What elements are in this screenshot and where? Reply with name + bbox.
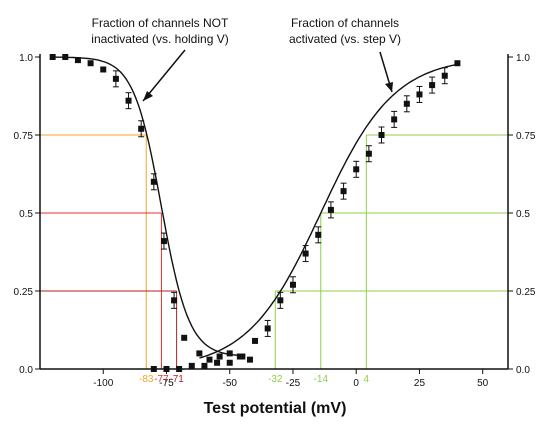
activation-point-7 <box>239 353 246 360</box>
activation-point-9 <box>264 325 271 332</box>
left-y-tick-label-2: 0.5 <box>19 209 33 220</box>
activation-annotation-line1: Fraction of channels <box>291 16 399 30</box>
ref-x-label-1: -77 <box>154 374 169 385</box>
inactivation-fit-curve <box>52 56 245 357</box>
activation-point-14 <box>327 206 334 213</box>
x-tick-label-6: 50 <box>477 378 489 389</box>
x-axis-label: Test potential (mV) <box>204 400 347 417</box>
inactivation-annotation-line1: Fraction of channels NOT <box>92 16 229 30</box>
inactivation-arrowhead <box>143 91 153 101</box>
inactivation-point-4 <box>100 66 107 73</box>
x-tick-label-3: -25 <box>286 378 301 389</box>
inactivation-point-2 <box>74 57 81 64</box>
inactivation-point-13 <box>206 356 213 363</box>
inactivation-point-10 <box>171 297 178 304</box>
right-y-tick-label-2: 0.5 <box>516 209 530 220</box>
activation-point-6 <box>226 359 233 366</box>
inactivation-point-17 <box>246 356 253 363</box>
inactivation-point-1 <box>62 54 69 60</box>
left-y-tick-label-0: 0.0 <box>19 365 33 376</box>
inactivation-point-7 <box>138 125 145 132</box>
activation-point-21 <box>416 91 423 98</box>
x-tick-label-0: -100 <box>93 378 113 389</box>
inactivation-point-6 <box>125 97 132 104</box>
inactivation-point-0 <box>49 54 56 60</box>
activation-point-10 <box>277 297 284 304</box>
activation-point-8 <box>252 337 259 344</box>
ref-x-label-3: -32 <box>268 374 283 385</box>
activation-point-22 <box>429 82 436 89</box>
ref-x-label-2: -71 <box>169 374 184 385</box>
inactivation-point-14 <box>216 353 223 360</box>
inactivation-point-3 <box>87 60 94 67</box>
x-tick-label-5: 25 <box>414 378 426 389</box>
inactivation-point-9 <box>160 238 167 245</box>
left-y-tick-label-4: 1.0 <box>19 53 33 64</box>
inactivation-annotation-line2: inactivated (vs. holding V) <box>91 32 228 46</box>
activation-fit-curve <box>199 63 458 359</box>
ref-x-label-5: 4 <box>364 374 370 385</box>
ref-x-label-0: -83 <box>139 374 154 385</box>
inactivation-point-12 <box>196 350 203 357</box>
activation-point-3 <box>188 362 195 369</box>
inactivation-point-11 <box>181 334 188 341</box>
activation-point-16 <box>353 166 360 173</box>
inactivation-point-8 <box>150 178 157 185</box>
activation-point-24 <box>454 60 461 67</box>
activation-point-19 <box>391 116 398 123</box>
activation-point-15 <box>340 188 347 195</box>
activation-point-12 <box>302 250 309 257</box>
right-y-tick-label-3: 0.75 <box>516 131 536 142</box>
activation-arrowhead <box>385 82 393 92</box>
activation-point-5 <box>214 359 221 366</box>
activation-point-13 <box>315 231 322 238</box>
activation-point-23 <box>441 72 448 79</box>
right-y-tick-label-1: 0.25 <box>516 287 536 298</box>
ref-x-label-4: -14 <box>314 374 329 385</box>
activation-point-11 <box>289 281 296 288</box>
activation-point-4 <box>201 362 208 369</box>
activation-annotation-line2: activated (vs. step V) <box>289 32 401 46</box>
left-y-tick-label-1: 0.25 <box>14 287 34 298</box>
right-y-tick-label-0: 0.0 <box>516 365 530 376</box>
right-y-tick-label-4: 1.0 <box>516 53 530 64</box>
inactivation-arrow <box>142 49 186 102</box>
x-tick-label-4: 0 <box>353 378 359 389</box>
inactivation-point-15 <box>226 350 233 357</box>
fit-curves <box>52 56 458 359</box>
activation-point-18 <box>378 132 385 138</box>
x-tick-label-1: -75 <box>159 378 174 389</box>
left-y-tick-label-3: 0.75 <box>14 131 34 142</box>
x-tick-label-2: -50 <box>223 378 238 389</box>
axes: -100 -75 -50 -25 0 25 50 0.0 0.0 0.25 0.25 0.5 0.5 0.… <box>14 53 536 389</box>
activation-point-20 <box>403 100 410 107</box>
reference-lines <box>40 134 508 369</box>
activation-point-17 <box>365 150 372 157</box>
inactivation-point-5 <box>112 75 119 82</box>
